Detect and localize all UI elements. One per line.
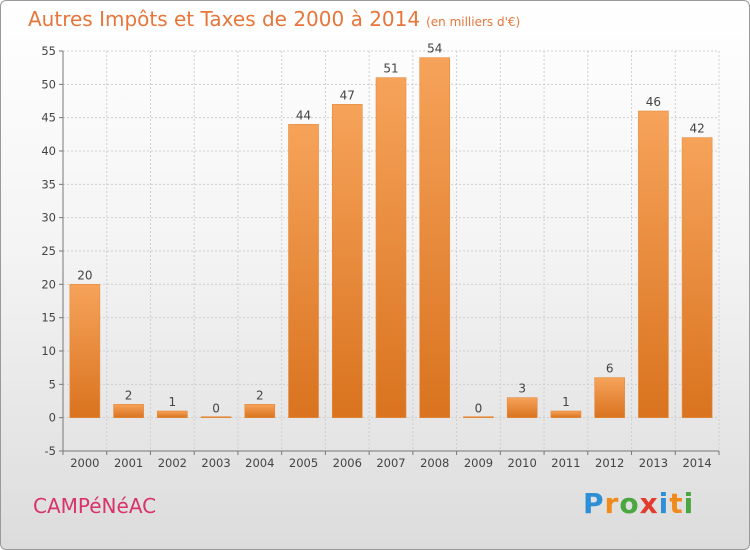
y-tick-label: 5 [49,377,56,391]
data-label: 20 [77,268,92,282]
bar [200,416,232,418]
labels: -505101520253035404550552020002200112002… [41,42,711,470]
x-tick-label: 2004 [245,456,274,470]
bar [157,410,188,418]
bar [681,137,713,418]
y-tick-label: 10 [41,344,56,358]
logo-letter: P [583,487,605,520]
data-label: 44 [296,108,311,122]
y-tick-label: 0 [49,411,56,425]
x-tick-label: 2007 [376,456,405,470]
data-label: 0 [475,402,483,416]
axes [59,50,720,455]
x-tick-label: 2002 [158,456,187,470]
bar [638,110,669,418]
logo-letter: o [619,487,640,520]
x-tick-label: 2008 [420,456,449,470]
data-label: 46 [646,95,661,109]
logo-letter: i [658,487,670,520]
x-tick-label: 2009 [464,456,493,470]
x-tick-label: 2000 [70,456,99,470]
data-label: 47 [340,88,355,102]
data-label: 54 [427,42,442,56]
logo-letter: t [669,487,684,520]
bar [244,404,276,418]
bar [550,410,582,418]
data-label: 3 [518,382,526,396]
y-tick-label: 35 [41,177,56,191]
y-tick-label: 45 [41,111,56,125]
data-label: 2 [256,388,264,402]
y-tick-label: -5 [45,444,56,458]
title-text: Autres Impôts et Taxes de 2000 à 2014 [28,7,421,31]
x-tick-label: 2005 [289,456,318,470]
bar [594,377,625,418]
data-label: 51 [383,62,398,76]
x-tick-label: 2013 [639,456,668,470]
y-tick-label: 40 [41,144,56,158]
chart-title: Autres Impôts et Taxes de 2000 à 2014 (en… [28,7,520,31]
x-tick-label: 2003 [201,456,230,470]
logo-letter: x [639,487,659,520]
logo-letter: r [604,487,620,520]
y-tick-label: 20 [41,277,56,291]
commune-name: CAMPéNéAC [33,494,157,518]
x-tick-label: 2011 [551,456,580,470]
data-label: 2 [125,388,133,402]
x-tick-label: 2012 [595,456,624,470]
x-tick-label: 2006 [333,456,362,470]
bars [69,57,713,418]
data-label: 1 [169,395,177,409]
bar [419,57,451,418]
logo-letter: i [683,487,695,520]
proxiti-logo: Proxiti [583,487,694,520]
y-tick-label: 50 [41,77,56,91]
x-tick-label: 2010 [508,456,537,470]
bar [463,416,494,418]
y-tick-label: 55 [41,44,56,58]
y-tick-label: 30 [41,211,56,225]
bar [113,404,144,418]
bar [506,397,538,418]
bar [375,77,407,418]
y-tick-label: 15 [41,311,56,325]
x-tick-label: 2001 [114,456,143,470]
chart-subtitle: (en milliers d'€) [426,15,521,29]
bar [331,104,363,418]
y-tick-label: 25 [41,244,56,258]
data-label: 1 [562,395,570,409]
data-label: 42 [689,122,704,136]
data-label: 0 [212,402,220,416]
bar [288,124,319,418]
data-label: 6 [606,362,614,376]
bar [69,284,101,418]
x-tick-label: 2014 [682,456,711,470]
